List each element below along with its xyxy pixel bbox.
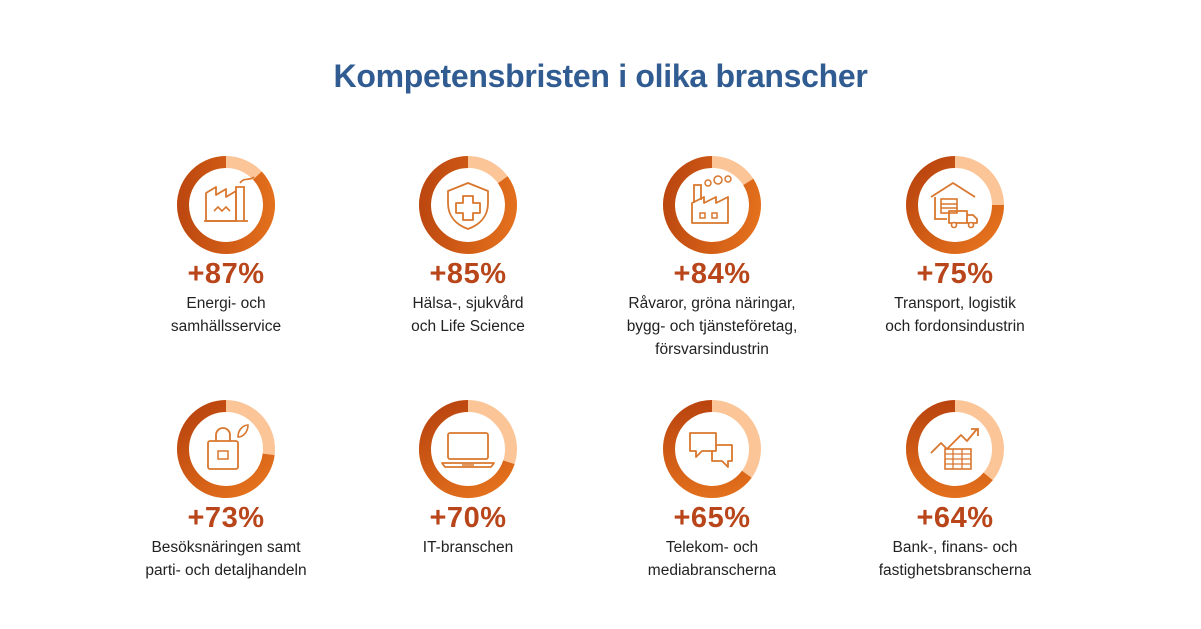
- donut-ring: [906, 400, 1004, 498]
- industry-icon: [691, 175, 732, 224]
- laptop-icon: [441, 432, 495, 468]
- growth-chart-icon: [930, 428, 979, 470]
- donut-item: +85% Hälsa-, sjukvård och Life Science: [348, 153, 588, 338]
- factory-icon: [204, 176, 255, 222]
- donut-ring: [177, 400, 275, 498]
- donut-item: +84% Råvaror, gröna näringar, bygg- och …: [592, 153, 832, 361]
- category-label: IT-branschen: [422, 539, 514, 556]
- category-label: Hälsa-, sjukvård och Life Science: [411, 295, 525, 335]
- warehouse-truck-icon: [930, 182, 978, 229]
- shopping-bag-icon: [207, 424, 249, 470]
- donut-arc: [663, 155, 761, 254]
- donut-arc: [906, 400, 993, 498]
- value-label: +65%: [673, 502, 751, 534]
- donut-ring: [906, 156, 1004, 254]
- donut-ring: [419, 400, 517, 498]
- category-label: Bank-, finans- och fastighetsbranscherna: [878, 539, 1032, 579]
- donut-arc: [177, 156, 275, 254]
- donut-item: +64% Bank-, finans- och fastighetsbransc…: [835, 397, 1075, 582]
- value-label: +64%: [916, 502, 994, 534]
- donut-item: +75% Transport, logistik och fordonsindu…: [835, 153, 1075, 338]
- category-label: Besöksnäringen samt parti- och detaljhan…: [145, 539, 307, 579]
- donut-ring: [419, 156, 517, 254]
- donut-item: +73% Besöksnäringen samt parti- och deta…: [106, 397, 346, 582]
- value-label: +85%: [429, 258, 507, 290]
- donut-ring: [663, 155, 761, 254]
- medical-shield-icon: [447, 182, 489, 230]
- value-label: +75%: [916, 258, 994, 290]
- value-label: +73%: [187, 502, 265, 534]
- value-label: +70%: [429, 502, 507, 534]
- donut-arc: [906, 156, 1004, 254]
- donut-arc: [419, 156, 517, 254]
- donut-item: +65% Telekom- och mediabranscherna: [592, 397, 832, 582]
- value-label: +84%: [673, 258, 751, 290]
- chat-bubbles-icon: [689, 432, 733, 468]
- donut-arc: [177, 400, 275, 498]
- donut-item: +70% IT-branschen: [348, 397, 588, 559]
- donut-arc: [419, 400, 515, 498]
- donut-ring: [177, 156, 275, 254]
- donut-ring: [663, 400, 761, 498]
- value-label: +87%: [187, 258, 265, 290]
- category-label: Transport, logistik och fordonsindustrin: [885, 295, 1025, 335]
- donut-item: +87% Energi- och samhällsservice: [106, 153, 346, 338]
- category-label: Energi- och samhällsservice: [170, 295, 282, 335]
- category-label: Telekom- och mediabranscherna: [647, 539, 777, 579]
- chart-title: Kompetensbristen i olika branscher: [333, 58, 868, 94]
- category-label: Råvaror, gröna näringar, bygg- och tjäns…: [626, 295, 798, 358]
- donut-arc: [663, 400, 752, 498]
